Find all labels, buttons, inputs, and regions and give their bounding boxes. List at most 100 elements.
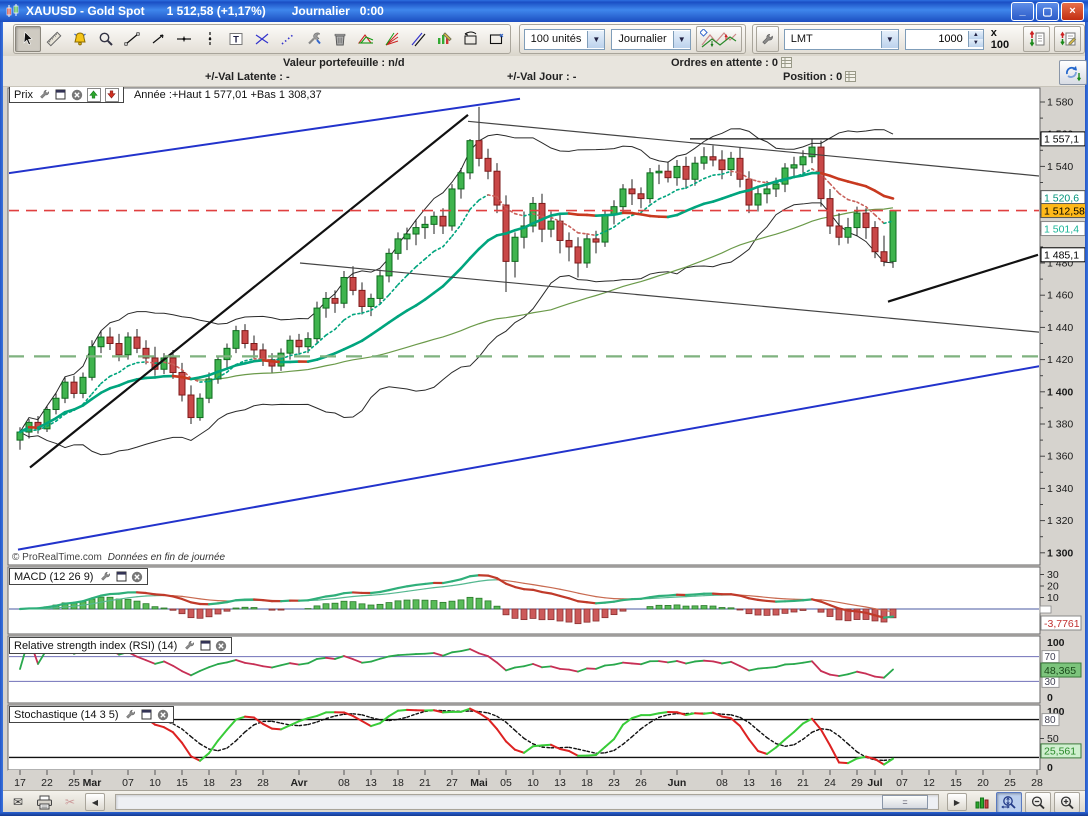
dotted-line-icon <box>281 33 295 45</box>
detach-window-icon[interactable] <box>141 709 153 721</box>
svg-text:1 557,1: 1 557,1 <box>1044 134 1079 146</box>
quantity-spinner[interactable]: 1000 ▲ ▼ <box>904 28 984 50</box>
svg-text:30: 30 <box>1047 569 1059 581</box>
order-group: LMT ▼ 1000 ▲ ▼ x 100 <box>751 24 1085 54</box>
chart-scale-icon[interactable] <box>971 793 993 811</box>
tool-dotted-line-button[interactable] <box>275 26 301 52</box>
chevron-down-icon[interactable]: ▼ <box>587 30 605 48</box>
tool-pattern-fan-button[interactable] <box>379 26 405 52</box>
rsi-panel-header: Relative strength index (RSI) (14) <box>9 637 233 654</box>
tool-vertical-line-button[interactable] <box>197 26 223 52</box>
close-panel-icon[interactable] <box>215 640 227 652</box>
detach-window-icon[interactable] <box>199 640 211 652</box>
chart-edit-icon <box>438 32 452 44</box>
horizontal-line-icon <box>177 36 192 42</box>
orders-list-icon[interactable] <box>780 57 792 71</box>
units-value: 100 unités <box>530 33 582 45</box>
email-icon[interactable]: ✉ <box>12 795 24 809</box>
detach-window-icon[interactable] <box>115 571 127 583</box>
minimize-button[interactable]: _ <box>1011 1 1034 21</box>
svg-text:13: 13 <box>554 777 566 789</box>
tool-undo-zone-button[interactable] <box>457 26 483 52</box>
tool-zone-button[interactable] <box>483 26 509 52</box>
wrench-icon <box>762 33 773 44</box>
svg-text:1 400: 1 400 <box>1047 386 1073 398</box>
close-panel-icon[interactable] <box>157 709 169 721</box>
horizontal-scrollbar[interactable]: = <box>115 794 939 810</box>
order-settings-button[interactable] <box>755 26 779 52</box>
svg-text:-3,7761: -3,7761 <box>1044 618 1080 630</box>
tool-parallel-lines-button[interactable] <box>405 26 431 52</box>
svg-text:Jun: Jun <box>668 777 687 789</box>
cross-lines-icon <box>255 33 269 45</box>
scrollbar-thumb[interactable]: = <box>882 795 928 809</box>
units-dropdown[interactable]: 100 unités ▼ <box>523 28 606 50</box>
tool-cursor-button[interactable] <box>15 26 42 52</box>
order-type-value: LMT <box>790 33 813 45</box>
settings-wrench-icon[interactable] <box>99 571 111 583</box>
spinner-up-button[interactable]: ▲ <box>968 31 983 39</box>
new-order-button[interactable] <box>1023 26 1051 52</box>
chevron-down-icon[interactable]: ▼ <box>672 30 690 48</box>
tool-text-button[interactable]: T <box>223 26 249 52</box>
tool-pattern-triangle-button[interactable] <box>353 26 379 52</box>
settings-wrench-icon[interactable] <box>183 640 195 652</box>
tool-chart-edit-button[interactable] <box>431 26 457 52</box>
svg-text:1 380: 1 380 <box>1047 419 1073 431</box>
move-up-icon[interactable] <box>86 87 101 102</box>
scroll-left-button[interactable]: ◀ <box>85 793 105 811</box>
refresh-data-button[interactable] <box>1059 60 1087 85</box>
svg-text:10: 10 <box>1047 592 1059 604</box>
close-panel-icon[interactable] <box>71 89 83 101</box>
title-timeframe: Journalier <box>291 4 350 18</box>
svg-text:100: 100 <box>1047 637 1065 649</box>
close-panel-icon[interactable] <box>131 571 143 583</box>
year-stats-label: Année :+Haut 1 577,01 +Bas 1 308,37 <box>131 88 324 101</box>
tool-zoom-button[interactable] <box>93 26 119 52</box>
scroll-right-button[interactable]: ▶ <box>947 793 967 811</box>
pattern-triangle-icon <box>358 34 374 44</box>
svg-text:1 501,4: 1 501,4 <box>1044 223 1079 235</box>
print-icon[interactable] <box>33 793 55 811</box>
zone-icon <box>490 33 504 45</box>
order-type-dropdown[interactable]: LMT ▼ <box>783 28 899 50</box>
detach-window-icon[interactable] <box>55 89 67 101</box>
svg-text:1 485,1: 1 485,1 <box>1044 250 1079 262</box>
zoom-vertical-button[interactable] <box>996 791 1022 813</box>
maximize-button[interactable]: ▢ <box>1036 1 1059 21</box>
tool-cross-lines-button[interactable] <box>249 26 275 52</box>
svg-text:30: 30 <box>1045 677 1057 688</box>
pattern-fan-icon <box>385 32 399 46</box>
quantity-value: 1000 <box>938 33 963 45</box>
timeframe-dropdown[interactable]: Journalier ▼ <box>611 28 691 50</box>
tool-delete-button[interactable] <box>327 26 353 52</box>
settings-wrench-icon[interactable] <box>125 709 137 721</box>
spinner-down-button[interactable]: ▼ <box>968 39 983 47</box>
zoom-in-button[interactable] <box>1054 791 1080 813</box>
svg-text:Jul: Jul <box>867 777 882 789</box>
position-list-icon[interactable] <box>845 71 857 85</box>
tool-trendline-button[interactable] <box>119 26 145 52</box>
settings-wrench-icon[interactable] <box>39 89 51 101</box>
segment-icon <box>152 34 164 44</box>
undo-zone-icon <box>464 31 477 45</box>
tool-ruler-button[interactable] <box>41 26 67 52</box>
window-border <box>0 22 3 816</box>
svg-text:1 460: 1 460 <box>1047 290 1073 302</box>
modify-order-button[interactable] <box>1054 26 1081 52</box>
tool-horizontal-line-button[interactable] <box>171 26 197 52</box>
zoom-out-button[interactable] <box>1025 791 1051 813</box>
chart-type-button[interactable] <box>695 26 742 52</box>
svg-text:28: 28 <box>257 777 269 789</box>
svg-text:48,365: 48,365 <box>1044 665 1076 677</box>
tool-tools-button[interactable] <box>301 26 327 52</box>
chevron-down-icon[interactable]: ▼ <box>880 30 898 48</box>
move-down-icon[interactable] <box>104 87 119 102</box>
close-button[interactable]: × <box>1061 1 1084 21</box>
tool-segment-button[interactable] <box>145 26 171 52</box>
svg-text:07: 07 <box>896 777 908 789</box>
tool-alarm-button[interactable] <box>67 26 93 52</box>
window-titlebar[interactable]: XAUUSD - Gold Spot 1 512,58 (+1,17%) Jou… <box>0 0 1088 22</box>
scissors-icon[interactable]: ✂ <box>64 795 76 809</box>
